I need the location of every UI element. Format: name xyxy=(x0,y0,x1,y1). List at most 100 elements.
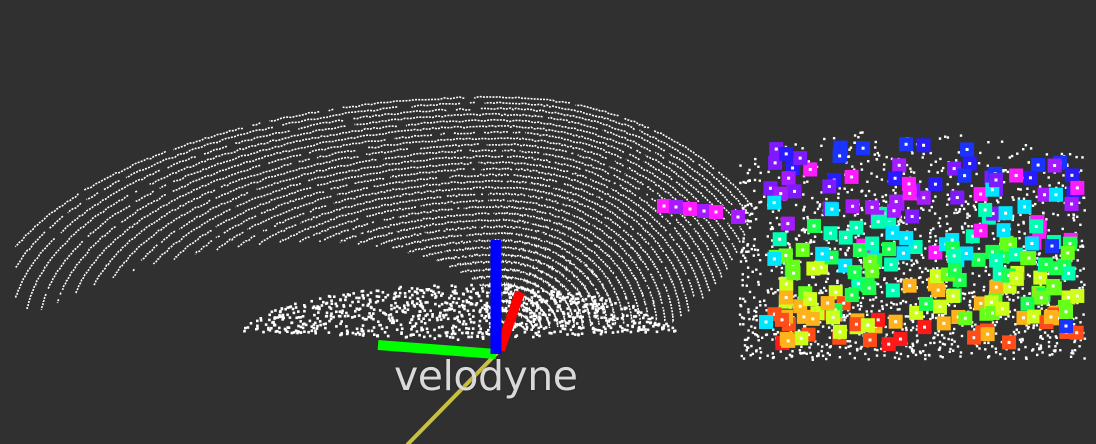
scan-ring xyxy=(269,110,320,122)
scan-ring xyxy=(524,270,552,288)
lidar-point xyxy=(374,301,378,304)
lidar-point xyxy=(453,332,457,336)
lidar-point xyxy=(392,321,395,325)
scan-ring xyxy=(453,131,476,135)
lidar-point xyxy=(1054,345,1057,348)
feature-marker-center xyxy=(787,176,791,180)
scan-ring xyxy=(612,173,640,190)
lidar-point xyxy=(1051,353,1054,356)
scan-ring xyxy=(530,222,550,230)
lidar-point xyxy=(1017,187,1020,191)
scan-ring xyxy=(449,173,510,179)
lidar-point xyxy=(591,307,594,310)
lidar-point xyxy=(997,201,1000,204)
feature-marker-center xyxy=(964,251,968,255)
lidar-point xyxy=(409,334,412,337)
lidar-point xyxy=(1071,349,1074,352)
lidar-point xyxy=(395,305,399,308)
lidar-point xyxy=(274,330,278,333)
lidar-point xyxy=(604,327,607,331)
scan-ring xyxy=(424,229,441,234)
lidar-point xyxy=(769,227,773,231)
scan-ring xyxy=(563,182,594,196)
scan-ring xyxy=(500,298,506,304)
lidar-point xyxy=(1080,239,1084,243)
feature-marker-center xyxy=(979,301,983,305)
lidar-point xyxy=(1075,316,1078,320)
lidar-point xyxy=(857,234,860,237)
lidar-point xyxy=(563,327,567,331)
lidar-point xyxy=(244,326,247,330)
feature-marker-center xyxy=(870,269,874,273)
lidar-point xyxy=(950,343,954,346)
feature-marker-center xyxy=(798,156,802,160)
lidar-point xyxy=(540,309,543,312)
lidar-point xyxy=(451,326,454,330)
lidar-point xyxy=(548,313,551,317)
lidar-point xyxy=(594,302,598,306)
lidar-point xyxy=(472,315,475,318)
scan-ring xyxy=(513,261,544,275)
scan-ring xyxy=(553,243,571,254)
lidar-point xyxy=(770,226,774,229)
lidar-point xyxy=(1072,323,1076,326)
lidar-point xyxy=(955,159,958,162)
lidar-point xyxy=(1072,352,1075,355)
lidar-point xyxy=(446,308,449,312)
lidar-point xyxy=(591,303,595,306)
lidar-point xyxy=(278,314,281,317)
scan-ring xyxy=(354,112,543,126)
lidar-point xyxy=(410,318,414,321)
lidar-point xyxy=(907,206,910,210)
lidar-point xyxy=(741,278,744,282)
lidar-point xyxy=(351,316,354,319)
lidar-point xyxy=(281,314,284,317)
lidar-point xyxy=(974,208,977,211)
lidar-point xyxy=(1022,148,1025,151)
lidar-point xyxy=(926,310,929,313)
lidar-point xyxy=(1031,204,1035,207)
lidar-point xyxy=(771,239,774,242)
lidar-point xyxy=(1014,323,1017,326)
lidar-point xyxy=(428,318,431,322)
feature-marker-center xyxy=(1026,302,1030,306)
lidar-point xyxy=(749,354,752,357)
lidar-point xyxy=(964,200,968,203)
lidar-point xyxy=(949,175,952,179)
lidar-point xyxy=(361,324,365,327)
scan-ring xyxy=(93,189,216,286)
lidar-point xyxy=(783,262,786,265)
lidar-point xyxy=(475,302,479,305)
lidar-point xyxy=(757,165,760,168)
lidar-point xyxy=(1062,174,1065,177)
lidar-point xyxy=(934,332,937,335)
scan-ring xyxy=(527,306,532,313)
lidar-point xyxy=(947,304,951,307)
lidar-point xyxy=(426,301,429,304)
lidar-point xyxy=(1006,170,1009,174)
lidar-point xyxy=(444,331,448,335)
lidar-point xyxy=(1067,213,1070,217)
scan-ring xyxy=(664,253,686,293)
lidar-point xyxy=(425,327,429,331)
lidar-point xyxy=(926,269,930,272)
lidar-point xyxy=(270,326,273,330)
lidar-point xyxy=(423,322,427,325)
scan-ring xyxy=(687,277,695,297)
lidar-point xyxy=(433,292,437,296)
feature-marker-center xyxy=(1032,315,1036,319)
lidar-point xyxy=(571,332,574,335)
scan-ring xyxy=(152,208,231,265)
lidar-point xyxy=(375,295,379,298)
lidar-point xyxy=(745,338,749,341)
lidar-point xyxy=(944,285,948,288)
lidar-point xyxy=(999,353,1002,356)
lidar-point xyxy=(479,327,482,330)
lidar-point xyxy=(817,330,820,333)
lidar-point xyxy=(268,313,271,317)
lidar-point xyxy=(314,321,317,325)
lidar-point xyxy=(862,232,865,235)
lidar-point xyxy=(426,331,430,334)
